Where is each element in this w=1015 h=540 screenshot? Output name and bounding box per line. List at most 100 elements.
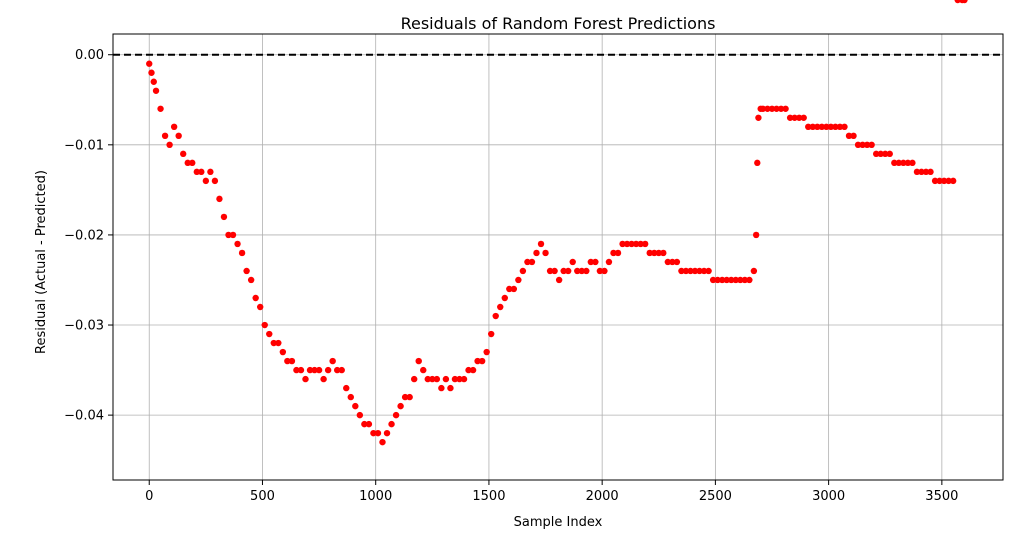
scatter-point bbox=[297, 366, 305, 374]
scatter-point bbox=[392, 411, 400, 419]
scatter-point bbox=[293, 366, 300, 374]
scatter-point bbox=[841, 123, 848, 131]
scatter-point bbox=[161, 132, 169, 140]
scatter-point bbox=[718, 276, 726, 284]
scatter-point bbox=[152, 87, 160, 94]
y-tick-label: −0.04 bbox=[64, 409, 104, 424]
scatter-point bbox=[605, 258, 613, 266]
scatter-point bbox=[546, 267, 554, 275]
scatter-point bbox=[302, 375, 309, 383]
scatter-point bbox=[655, 249, 662, 257]
scatter-point bbox=[469, 366, 477, 374]
scatter-point bbox=[410, 375, 418, 383]
scatter-point bbox=[660, 249, 667, 257]
scatter-point bbox=[257, 303, 264, 311]
scatter-point bbox=[691, 267, 699, 275]
scatter-point bbox=[961, 0, 968, 4]
scatter-point bbox=[483, 348, 490, 356]
scatter-point bbox=[447, 384, 454, 392]
scatter-point bbox=[519, 267, 527, 275]
y-tick-label: −0.02 bbox=[64, 228, 104, 243]
scatter-point bbox=[750, 267, 758, 275]
scatter-point bbox=[184, 159, 191, 167]
x-tick-label: 3000 bbox=[812, 489, 845, 504]
y-axis-ticks: 0.00 −0.01 −0.02 −0.03 −0.04 bbox=[64, 48, 113, 424]
scatter-point bbox=[863, 141, 871, 149]
scatter-point bbox=[587, 258, 595, 266]
x-tick-label: 1000 bbox=[359, 489, 392, 504]
scatter-point bbox=[945, 177, 952, 185]
y-tick-label: 0.00 bbox=[75, 48, 104, 63]
plot-frame bbox=[112, 33, 1004, 481]
scatter-point bbox=[343, 384, 350, 392]
scatter-point bbox=[506, 285, 513, 293]
scatter-point bbox=[515, 276, 522, 284]
y-tick-label: −0.01 bbox=[64, 138, 104, 153]
scatter-point bbox=[442, 375, 450, 383]
scatter-point bbox=[936, 177, 943, 185]
scatter-point bbox=[623, 240, 631, 248]
scatter-point bbox=[356, 411, 364, 419]
scatter-point bbox=[170, 123, 178, 131]
x-tick-label: 2500 bbox=[699, 489, 732, 504]
scatter-point bbox=[737, 276, 744, 284]
scatter-point bbox=[243, 267, 250, 275]
scatter-point bbox=[524, 258, 531, 266]
scatter-point bbox=[551, 267, 558, 275]
scatter-point bbox=[333, 366, 341, 374]
scatter-point bbox=[741, 276, 749, 284]
scatter-point bbox=[497, 303, 504, 311]
scatter-point bbox=[487, 330, 495, 338]
scatter-point bbox=[610, 249, 617, 257]
scatter-point bbox=[338, 366, 345, 374]
scatter-point bbox=[252, 294, 259, 302]
x-tick-label: 3500 bbox=[925, 489, 958, 504]
scatter-point bbox=[782, 105, 789, 112]
scatter-point bbox=[891, 159, 898, 167]
scatter-point bbox=[637, 240, 644, 248]
x-tick-label: 2000 bbox=[586, 489, 619, 504]
scatter-point bbox=[216, 195, 223, 203]
scatter-point bbox=[800, 114, 807, 121]
scatter-point bbox=[189, 159, 196, 167]
scatter-point bbox=[288, 357, 296, 365]
scatter-point bbox=[229, 231, 237, 239]
scatter-point bbox=[592, 258, 599, 266]
scatter-point bbox=[913, 168, 921, 176]
scatter-point bbox=[596, 267, 604, 275]
scatter-point bbox=[832, 123, 839, 131]
scatter-point bbox=[777, 105, 785, 112]
scatter-point bbox=[574, 267, 581, 275]
x-axis-ticks: 0 500 1000 1500 2000 2500 3000 3500 bbox=[145, 480, 958, 504]
scatter-point bbox=[501, 294, 508, 302]
scatter-point bbox=[877, 150, 884, 158]
scatter-point bbox=[433, 375, 441, 383]
scatter-point bbox=[868, 141, 875, 149]
scatter-point bbox=[641, 240, 649, 248]
scatter-point bbox=[673, 258, 681, 266]
scatter-point bbox=[474, 357, 481, 365]
scatter-point bbox=[836, 123, 844, 131]
scatter-point bbox=[460, 375, 468, 383]
scatter-point bbox=[614, 249, 622, 257]
scatter-point bbox=[809, 123, 816, 131]
scatter-point bbox=[805, 123, 812, 131]
scatter-point bbox=[510, 285, 518, 293]
scatter-point bbox=[406, 393, 413, 401]
scatter-point bbox=[438, 384, 445, 392]
scatter-point bbox=[752, 231, 760, 239]
scatter-point bbox=[415, 357, 422, 365]
y-tick-label: −0.03 bbox=[64, 319, 104, 334]
scatter-point bbox=[909, 159, 916, 167]
scatter-point bbox=[732, 276, 739, 284]
y-axis-label: Residual (Actual - Predicted) bbox=[34, 170, 49, 354]
scatter-point bbox=[424, 375, 431, 383]
scatter-point bbox=[361, 420, 368, 428]
scatter-point bbox=[324, 366, 332, 374]
scatter-point bbox=[175, 132, 182, 140]
scatter-point bbox=[211, 177, 219, 185]
scatter-point bbox=[238, 249, 246, 257]
scatter-point bbox=[619, 240, 626, 248]
